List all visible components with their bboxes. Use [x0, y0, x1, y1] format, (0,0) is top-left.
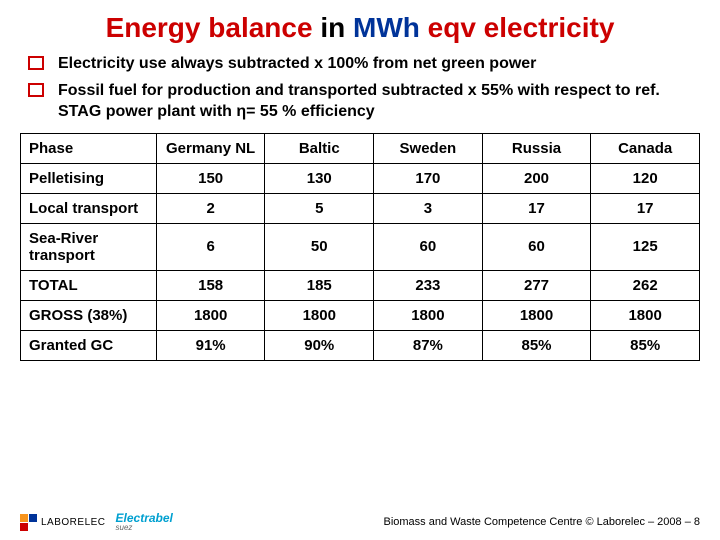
cell-value: 158 [156, 270, 265, 300]
logo-square-icon [29, 514, 37, 522]
col-header-baltic: Baltic [265, 133, 374, 163]
cell-value: 1800 [482, 300, 591, 330]
laborelec-label: LABORELEC [41, 517, 106, 528]
cell-value: 5 [265, 193, 374, 223]
cell-value: 125 [591, 223, 700, 270]
col-header-sweden: Sweden [374, 133, 483, 163]
table-header-row: Phase Germany NL Baltic Sweden Russia Ca… [21, 133, 700, 163]
cell-value: 17 [591, 193, 700, 223]
logo-square-icon [20, 523, 28, 531]
cell-value: 150 [156, 163, 265, 193]
cell-value: 1800 [265, 300, 374, 330]
title-part-3: eqv electricity [428, 12, 615, 43]
cell-phase: GROSS (38%) [21, 300, 157, 330]
slide-title: Energy balance in MWh eqv electricity [20, 12, 700, 44]
bullet-box-icon [28, 56, 44, 70]
cell-value: 6 [156, 223, 265, 270]
cell-value: 85% [591, 330, 700, 360]
footer-right-text: Biomass and Waste Competence Centre © La… [384, 516, 701, 528]
cell-value: 3 [374, 193, 483, 223]
table-row: TOTAL 158 185 233 277 262 [21, 270, 700, 300]
slide-footer: LABORELEC Electrabel suez Biomass and Wa… [0, 512, 720, 532]
cell-value: 90% [265, 330, 374, 360]
cell-value: 85% [482, 330, 591, 360]
col-header-russia: Russia [482, 133, 591, 163]
logo-square-icon [20, 514, 28, 522]
col-header-canada: Canada [591, 133, 700, 163]
cell-value: 120 [591, 163, 700, 193]
bullet-list: Electricity use always subtracted x 100%… [28, 54, 700, 122]
cell-value: 2 [156, 193, 265, 223]
cell-value: 233 [374, 270, 483, 300]
cell-phase: Pelletising [21, 163, 157, 193]
bullet-item: Electricity use always subtracted x 100%… [28, 54, 700, 75]
cell-value: 200 [482, 163, 591, 193]
cell-value: 1800 [156, 300, 265, 330]
footer-left: LABORELEC Electrabel suez [20, 512, 173, 532]
col-header-phase: Phase [21, 133, 157, 163]
cell-value: 262 [591, 270, 700, 300]
title-part-1: in [320, 12, 353, 43]
cell-value: 1800 [591, 300, 700, 330]
cell-value: 277 [482, 270, 591, 300]
cell-value: 170 [374, 163, 483, 193]
energy-balance-table: Phase Germany NL Baltic Sweden Russia Ca… [20, 133, 700, 361]
title-part-2: MWh [353, 12, 428, 43]
cell-value: 17 [482, 193, 591, 223]
electrabel-logo: Electrabel suez [116, 512, 173, 532]
table-row: Local transport 2 5 3 17 17 [21, 193, 700, 223]
bullet-item: Fossil fuel for production and transport… [28, 81, 700, 123]
col-header-germany: Germany NL [156, 133, 265, 163]
cell-phase: Local transport [21, 193, 157, 223]
electrabel-sub: suez [116, 524, 173, 532]
bullet-text: Fossil fuel for production and transport… [58, 81, 700, 123]
cell-value: 185 [265, 270, 374, 300]
cell-value: 87% [374, 330, 483, 360]
table-row: Pelletising 150 130 170 200 120 [21, 163, 700, 193]
cell-value: 60 [482, 223, 591, 270]
cell-phase: Granted GC [21, 330, 157, 360]
title-part-0: Energy balance [106, 12, 321, 43]
laborelec-logo: LABORELEC [20, 514, 106, 531]
cell-value: 60 [374, 223, 483, 270]
bullet-text: Electricity use always subtracted x 100%… [58, 54, 536, 75]
cell-phase: Sea-River transport [21, 223, 157, 270]
cell-value: 130 [265, 163, 374, 193]
cell-value: 91% [156, 330, 265, 360]
bullet-box-icon [28, 83, 44, 97]
table-row: Granted GC 91% 90% 87% 85% 85% [21, 330, 700, 360]
table-row: Sea-River transport 6 50 60 60 125 [21, 223, 700, 270]
table-row: GROSS (38%) 1800 1800 1800 1800 1800 [21, 300, 700, 330]
cell-value: 1800 [374, 300, 483, 330]
cell-value: 50 [265, 223, 374, 270]
cell-phase: TOTAL [21, 270, 157, 300]
